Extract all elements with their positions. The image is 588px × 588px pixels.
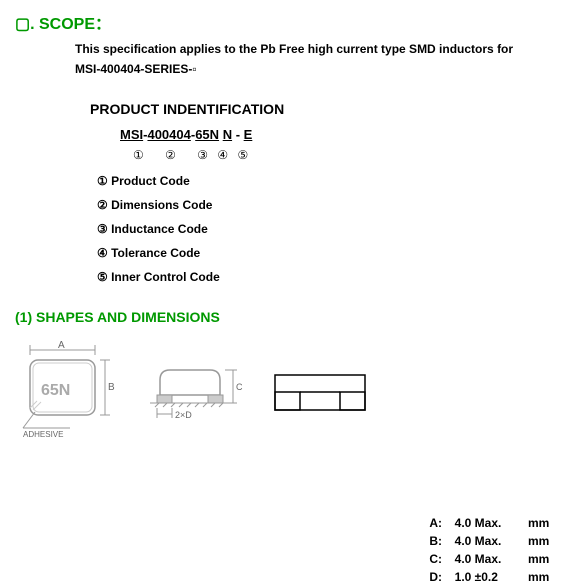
circled-row: ① ② ③ ④ ⑤: [133, 148, 573, 162]
dim-a-unit: mm: [528, 516, 558, 530]
dim-row-b: B: 4.0 Max. mm: [429, 534, 558, 548]
label-a: A: [58, 340, 65, 351]
diagram-row: A 65N B ADHESIVE: [15, 340, 573, 440]
circled-3: ③: [197, 148, 208, 162]
part-3: 65N: [195, 127, 219, 142]
top-view-diagram: A 65N B ADHESIVE: [15, 340, 125, 440]
label-d: 2×D: [175, 410, 192, 420]
dim-d-label: D:: [429, 570, 451, 584]
shapes-header: (1) SHAPES AND DIMENSIONS: [15, 309, 573, 325]
part-2: 400404: [147, 127, 190, 142]
part-5: E: [244, 127, 253, 142]
dim-c-unit: mm: [528, 552, 558, 566]
product-ident-header: PRODUCT INDENTIFICATION: [90, 101, 573, 117]
legend-2: ② Dimensions Code: [97, 198, 573, 212]
footprint-diagram: [265, 340, 375, 440]
part-number: MSI-400404-65N N - E: [120, 127, 573, 142]
legend-1: ① Product Code: [97, 174, 573, 188]
legend-4: ④ Tolerance Code: [97, 246, 573, 260]
scope-text-1: This specification applies to the Pb Fre…: [75, 42, 573, 56]
scope-text-2: MSI-400404-SERIES-▫: [75, 62, 573, 76]
dim-a-val: 4.0 Max.: [455, 516, 525, 530]
part-1: MSI: [120, 127, 143, 142]
circled-4: ④: [217, 148, 228, 162]
label-c: C: [236, 382, 243, 392]
marking-text: 65N: [41, 382, 70, 399]
dim-row-c: C: 4.0 Max. mm: [429, 552, 558, 566]
label-b: B: [108, 382, 115, 393]
dim-b-val: 4.0 Max.: [455, 534, 525, 548]
adhesive-label: ADHESIVE: [23, 430, 63, 439]
dim-d-unit: mm: [528, 570, 558, 584]
dim-a-label: A:: [429, 516, 451, 530]
circled-5: ⑤: [237, 148, 248, 162]
part-4: N: [223, 127, 232, 142]
circled-1: ①: [133, 148, 144, 162]
side-view-diagram: C 2×D: [145, 340, 245, 440]
dimensions-table: A: 4.0 Max. mm B: 4.0 Max. mm C: 4.0 Max…: [429, 516, 558, 588]
dim-c-val: 4.0 Max.: [455, 552, 525, 566]
dim-row-d: D: 1.0 ±0.2 mm: [429, 570, 558, 584]
dim-c-label: C:: [429, 552, 451, 566]
dim-b-label: B:: [429, 534, 451, 548]
legend-3: ③ Inductance Code: [97, 222, 573, 236]
dim-b-unit: mm: [528, 534, 558, 548]
dim-d-val: 1.0 ±0.2: [455, 570, 525, 584]
dim-row-a: A: 4.0 Max. mm: [429, 516, 558, 530]
legend-5: ⑤ Inner Control Code: [97, 270, 573, 284]
circled-2: ②: [165, 148, 176, 162]
scope-header: ▢. SCOPE：: [15, 10, 573, 34]
